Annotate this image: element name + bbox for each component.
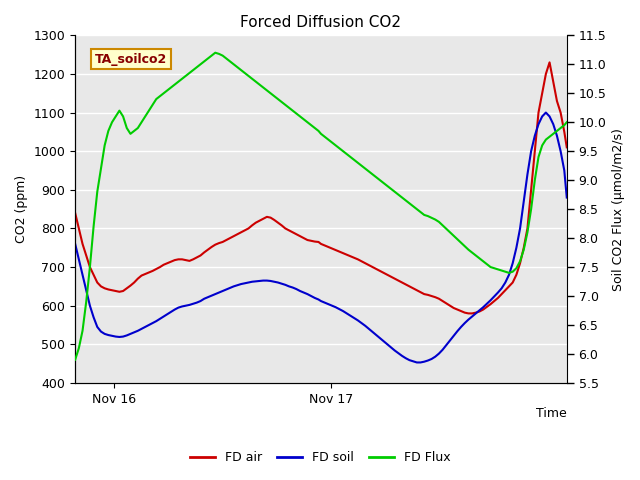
Text: TA_soilco2: TA_soilco2 [95, 53, 167, 66]
Legend: FD air, FD soil, FD Flux: FD air, FD soil, FD Flux [185, 446, 455, 469]
Y-axis label: Soil CO2 Flux (μmol/m2/s): Soil CO2 Flux (μmol/m2/s) [612, 128, 625, 290]
Y-axis label: CO2 (ppm): CO2 (ppm) [15, 175, 28, 243]
Title: Forced Diffusion CO2: Forced Diffusion CO2 [241, 15, 401, 30]
Text: Time: Time [536, 407, 567, 420]
